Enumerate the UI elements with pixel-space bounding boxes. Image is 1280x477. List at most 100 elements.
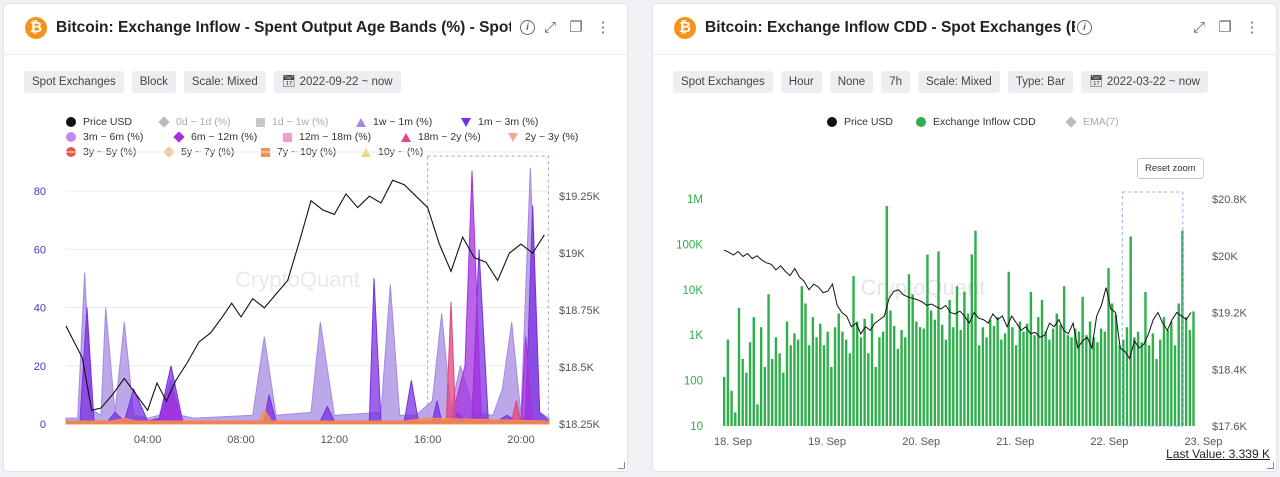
y-tick-right: $18.5K	[559, 362, 595, 374]
legend-item[interactable]: 3m ~ 6m (%)	[66, 131, 143, 143]
legend-item[interactable]: 12m ~ 18m (%)	[283, 131, 371, 143]
watermark-text: CryptoQuant	[861, 275, 986, 300]
legend-label: 0d ~ 1d (%)	[176, 116, 231, 128]
expand-icon[interactable]: ⤢	[1192, 19, 1205, 36]
legend-item[interactable]: Price USD	[827, 116, 893, 128]
y-tick-right: $18.75K	[559, 305, 601, 317]
cdd-bar	[767, 294, 770, 426]
chip-exchange[interactable]: Spot Exchanges	[24, 71, 124, 93]
legend-item[interactable]: 1m ~ 3m (%)	[461, 116, 538, 128]
legend-item[interactable]: 2y ~ 3y (%)	[508, 131, 578, 143]
x-tick: 04:00	[134, 434, 162, 446]
cdd-bar	[830, 366, 833, 426]
cdd-bar	[815, 337, 818, 426]
legend-label: Exchange Inflow CDD	[933, 116, 1036, 128]
filter-chips: Spot Exchanges Block Scale: Mixed 📅︎ 202…	[24, 71, 401, 93]
cdd-bar	[1177, 303, 1180, 426]
more-menu-icon[interactable]: ⋮	[1244, 19, 1260, 36]
legend-label: Price USD	[844, 116, 894, 128]
highlight-box	[427, 155, 549, 425]
cdd-bar	[918, 327, 922, 426]
chip-scale[interactable]: Scale: Mixed	[918, 71, 1000, 93]
cdd-bar	[756, 404, 759, 426]
circle-marker-icon	[827, 117, 837, 127]
cdd-bar	[1162, 317, 1166, 426]
y-tick-left: 100K	[676, 239, 703, 251]
cdd-bar	[796, 339, 800, 426]
cdd-bar	[863, 318, 866, 426]
cdd-bar	[1133, 337, 1136, 426]
legend-label: 1m ~ 3m (%)	[478, 116, 539, 128]
expand-icon[interactable]: ⤢	[543, 19, 556, 36]
chip-date-range[interactable]: 📅︎ 2022-03-22 ~ now	[1081, 71, 1208, 93]
last-value-link[interactable]: Last Value: 3.339 K	[1166, 447, 1270, 461]
cdd-bar	[1040, 299, 1044, 426]
chip-type[interactable]: Type: Bar	[1007, 71, 1074, 93]
cdd-bar	[996, 317, 999, 426]
cdd-bar	[1055, 313, 1058, 426]
cdd-bar	[1037, 317, 1040, 426]
diamond-marker-icon	[158, 116, 170, 128]
popout-icon[interactable]: ❐	[1218, 19, 1232, 36]
legend-label: 1d ~ 1w (%)	[272, 116, 329, 128]
legend-item[interactable]: 0d ~ 1d (%)	[158, 116, 231, 128]
chip-date-label: 2022-03-22 ~ now	[1106, 76, 1200, 88]
cdd-bar	[1059, 324, 1062, 426]
chip-exchange[interactable]: Spot Exchanges	[673, 71, 773, 93]
more-menu-icon[interactable]: ⋮	[595, 19, 611, 36]
watermark-text: CryptoQuant	[235, 267, 360, 292]
chip-window[interactable]: Hour	[780, 71, 822, 93]
info-icon[interactable]: i	[1077, 20, 1092, 35]
cdd-bar	[1144, 291, 1147, 426]
cdd-bar	[1173, 345, 1177, 426]
cdd-bar	[1170, 321, 1173, 426]
chip-ma[interactable]: None	[829, 71, 874, 93]
cdd-bar	[833, 327, 837, 426]
cdd-bar	[867, 353, 870, 426]
y-tick-right: $19.25K	[559, 191, 601, 203]
calendar-icon: 📅︎	[1089, 76, 1104, 88]
cdd-bar	[759, 327, 763, 426]
y-tick-right: $17.6K	[1212, 421, 1248, 433]
cdd-bar	[966, 313, 970, 426]
cdd-bar	[785, 321, 789, 426]
resize-handle[interactable]	[1267, 462, 1274, 469]
cdd-bar	[1070, 337, 1073, 426]
info-icon[interactable]: i	[520, 20, 535, 35]
cdd-bar	[1081, 296, 1084, 426]
cdd-bar	[1136, 331, 1140, 426]
popout-icon[interactable]: ❐	[569, 19, 583, 36]
reset-zoom-button[interactable]: Reset zoom	[1137, 158, 1204, 179]
chip-scale[interactable]: Scale: Mixed	[183, 71, 266, 93]
cdd-bar	[915, 321, 918, 426]
tri-down-marker-icon	[461, 117, 471, 127]
legend-item[interactable]: EMA(7)	[1065, 116, 1119, 128]
chart-area[interactable]: CryptoQuant 0 20 40 60 80 $18.25K $18.5K $18.75K…	[4, 132, 627, 472]
cdd-bar	[1159, 339, 1162, 426]
legend-item[interactable]: Exchange Inflow CDD	[916, 116, 1036, 128]
x-tick: 22. Sep	[1090, 436, 1128, 448]
legend-item[interactable]: 6m ~ 12m (%)	[173, 131, 257, 143]
legend-item[interactable]: 18m ~ 2y (%)	[401, 131, 481, 143]
cdd-bar	[1118, 345, 1121, 426]
cdd-bar	[1096, 342, 1099, 426]
cdd-bar	[977, 345, 981, 426]
legend-label: Price USD	[83, 116, 133, 128]
legend-item[interactable]: 1w ~ 1m (%)	[356, 116, 432, 128]
chip-period[interactable]: 7h	[881, 71, 910, 93]
y-tick-right: $18.25K	[559, 419, 601, 431]
y-tick-left: 10K	[683, 285, 704, 297]
legend-item[interactable]: 1d ~ 1w (%)	[256, 116, 328, 128]
resize-handle[interactable]	[618, 462, 625, 469]
chart-area[interactable]: CryptoQuant 10 100 1K 10K 100K 1M $17.6K $18.4K $…	[653, 149, 1276, 449]
chip-date-range[interactable]: 📅︎ 2022-09-22 ~ now	[273, 71, 401, 93]
chip-window[interactable]: Block	[131, 71, 176, 93]
cdd-bar	[741, 358, 744, 426]
calendar-icon: 📅︎	[281, 76, 297, 88]
tri-down-marker-icon	[508, 132, 518, 142]
legend-item[interactable]: Price USD	[66, 116, 132, 128]
cdd-bar	[929, 310, 933, 426]
circle-marker-icon	[66, 117, 76, 127]
cdd-bar	[1122, 339, 1125, 426]
cdd-bar	[926, 254, 929, 426]
